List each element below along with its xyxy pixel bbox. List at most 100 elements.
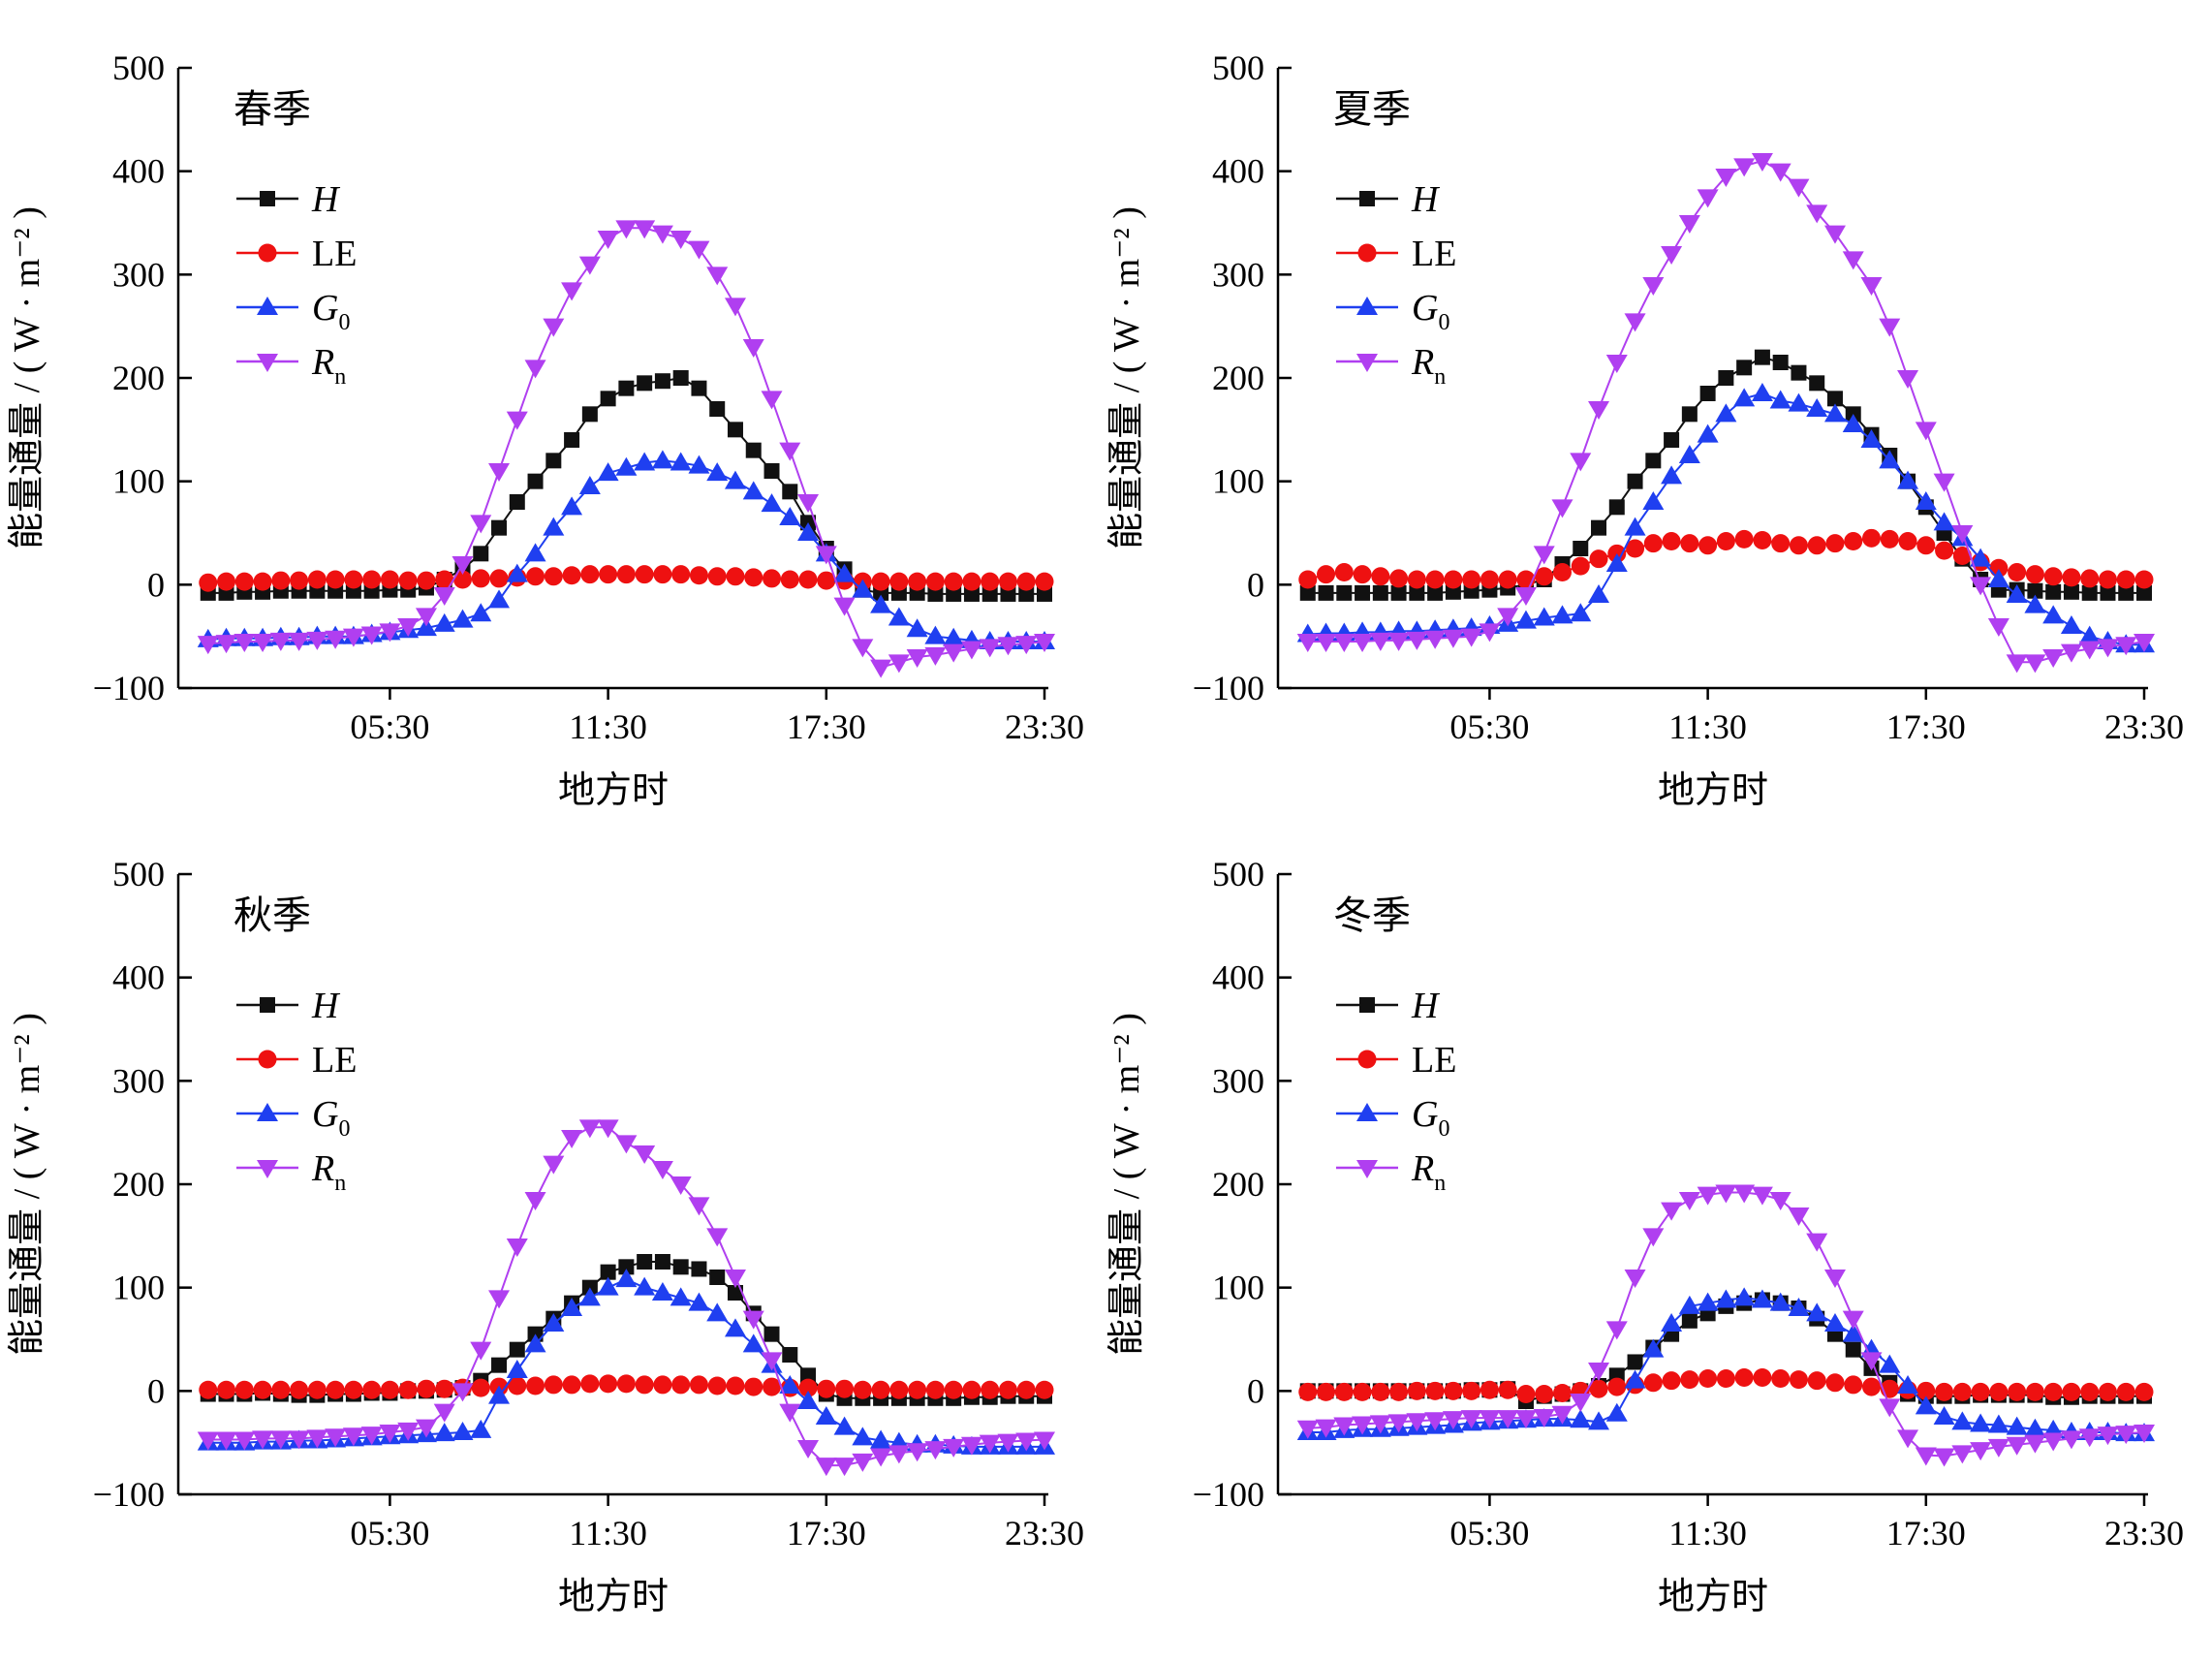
- point-LE-marker: [435, 1379, 454, 1398]
- point-Rn-marker: [1588, 1363, 1610, 1381]
- y-tick-label: 500: [112, 855, 165, 894]
- legend-label: G0: [312, 1094, 350, 1142]
- point-G0-marker: [1715, 403, 1737, 423]
- point-Rn-marker: [2024, 1434, 2046, 1454]
- point-LE-marker: [2062, 1382, 2081, 1401]
- point-H-marker: [2063, 583, 2079, 600]
- legend-marker: [257, 354, 278, 372]
- point-LE-marker: [417, 571, 436, 590]
- point-G0-marker: [1697, 423, 1719, 443]
- point-H-marker: [1355, 584, 1371, 601]
- point-H-marker: [1718, 370, 1734, 386]
- legend-entry-G0: G0: [1336, 288, 1449, 335]
- point-LE-marker: [1552, 563, 1572, 582]
- point-H-marker: [1754, 349, 1770, 365]
- point-Rn-marker: [269, 1430, 292, 1450]
- point-Rn-marker: [761, 1352, 783, 1371]
- x-tick-label: 17:30: [1886, 707, 1966, 746]
- point-LE-marker: [981, 572, 1000, 591]
- legend-label-main: R: [1411, 342, 1434, 383]
- point-LE-marker: [1662, 1371, 1681, 1391]
- legend-marker: [257, 297, 278, 315]
- point-LE-marker: [2080, 1382, 2100, 1401]
- point-LE-marker: [1935, 1382, 1954, 1401]
- legend-label: Rn: [311, 1148, 346, 1196]
- legend-label-main: G: [1412, 288, 1438, 329]
- point-LE-marker: [889, 1380, 909, 1399]
- legend-label-sub: 0: [1438, 1116, 1449, 1142]
- point-Rn-marker: [1842, 1310, 1864, 1330]
- season-label: 夏季: [1333, 87, 1411, 131]
- point-G0-marker: [1751, 1289, 1773, 1308]
- point-H-marker: [473, 546, 489, 562]
- point-H-marker: [963, 585, 980, 602]
- point-H-marker: [981, 585, 998, 602]
- point-G0-marker: [488, 1385, 511, 1404]
- point-Rn-marker: [706, 267, 729, 286]
- point-LE-marker: [908, 1380, 927, 1399]
- point-G0-marker: [924, 625, 947, 644]
- y-tick-label: −100: [93, 1475, 165, 1514]
- point-Rn-marker: [1624, 313, 1646, 332]
- y-tick-label: −100: [93, 669, 165, 707]
- point-G0-marker: [1751, 383, 1773, 401]
- point-LE-marker: [1916, 1381, 1936, 1400]
- point-G0-marker: [651, 450, 673, 469]
- point-Rn-marker: [870, 659, 892, 678]
- point-Rn-marker: [1442, 629, 1464, 648]
- point-Rn-marker: [2006, 1436, 2028, 1456]
- legend-marker: [1359, 997, 1375, 1013]
- x-tick-label: 05:30: [350, 1514, 429, 1552]
- point-Rn-marker: [1387, 1414, 1410, 1433]
- point-Rn-marker: [1715, 169, 1737, 187]
- point-G0-marker: [433, 612, 455, 632]
- point-LE-marker: [653, 1375, 672, 1395]
- point-H-marker: [600, 1264, 616, 1280]
- point-H-marker: [1791, 364, 1807, 381]
- point-Rn-marker: [815, 546, 837, 565]
- point-LE-marker: [435, 570, 454, 589]
- point-Rn-marker: [433, 587, 455, 606]
- point-Rn-marker: [543, 318, 565, 337]
- point-LE-marker: [199, 1380, 218, 1399]
- y-tick-label: 200: [1212, 1165, 1264, 1204]
- point-LE-marker: [1716, 1369, 1735, 1389]
- point-G0-marker: [833, 563, 856, 582]
- point-H-marker: [745, 442, 762, 458]
- y-axis-title: 能量通量 / ( W · m⁻² ): [1106, 1013, 1147, 1356]
- legend-label: H: [1411, 179, 1441, 220]
- legend-label-sub: n: [334, 1171, 346, 1196]
- point-LE-marker: [1425, 570, 1445, 589]
- point-G0-marker: [1897, 1375, 1919, 1394]
- point-LE-marker: [471, 1378, 490, 1397]
- point-Rn-marker: [670, 231, 692, 249]
- point-G0-marker: [561, 1298, 583, 1316]
- point-LE-marker: [817, 571, 836, 590]
- point-LE-marker: [2025, 1382, 2044, 1401]
- point-LE-marker: [1825, 534, 1845, 553]
- point-LE-marker: [2043, 567, 2063, 586]
- point-LE-marker: [726, 1376, 745, 1395]
- point-G0-marker: [578, 1287, 601, 1306]
- point-G0-marker: [1842, 1323, 1864, 1342]
- point-LE-marker: [817, 1379, 836, 1398]
- point-Rn-marker: [506, 411, 528, 430]
- y-tick-label: 300: [112, 255, 165, 294]
- point-G0-marker: [433, 1423, 455, 1442]
- point-LE-marker: [1807, 536, 1826, 555]
- point-LE-marker: [544, 1375, 563, 1395]
- point-H-marker: [1645, 453, 1662, 469]
- point-LE-marker: [2080, 569, 2100, 588]
- point-Rn-marker: [2097, 1427, 2119, 1446]
- legend-label: G0: [1412, 1094, 1449, 1142]
- point-LE-marker: [1498, 1380, 1517, 1399]
- y-tick-label: 500: [1212, 855, 1264, 894]
- point-Rn-marker: [797, 494, 820, 513]
- point-Rn-marker: [2115, 637, 2137, 656]
- point-LE-marker: [1989, 558, 2009, 578]
- point-Rn-marker: [1933, 1448, 1955, 1467]
- point-G0-marker: [578, 476, 601, 494]
- point-Rn-marker: [1715, 1184, 1737, 1204]
- point-LE-marker: [998, 1380, 1017, 1399]
- point-Rn-marker: [943, 1438, 965, 1458]
